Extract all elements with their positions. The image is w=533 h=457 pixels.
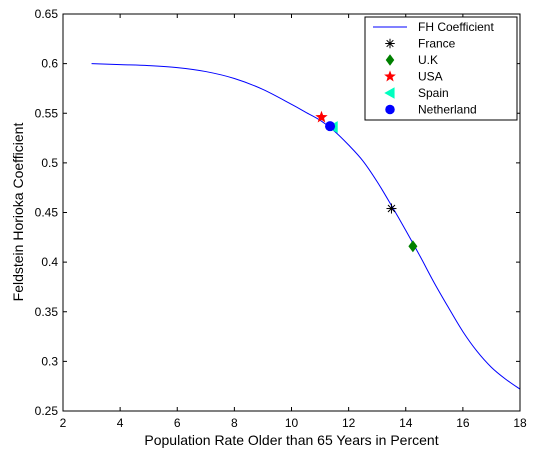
x-tick-label: 2 [60,416,67,430]
y-tick-label: 0.45 [35,206,59,220]
x-axis-title: Population Rate Older than 65 Years in P… [144,432,438,448]
legend-label: Spain [418,86,449,100]
legend-box [364,16,518,121]
legend-marker-swatch [385,104,395,115]
marker-netherland [325,121,336,132]
legend-entry: Spain [384,86,449,100]
legend-entry: Netherland [385,103,477,117]
x-tick-label: 4 [117,416,124,430]
y-tick-label: 0.25 [35,404,59,418]
x-tick-label: 6 [174,416,181,430]
y-tick-label: 0.65 [35,7,59,21]
legend-entry: USA [384,70,443,84]
legend-label: USA [418,70,443,84]
x-tick-label: 16 [456,416,470,430]
x-tick-label: 14 [399,416,413,430]
legend-marker-swatch [385,54,395,66]
y-tick-label: 0.3 [41,354,58,368]
plot-content [91,63,521,390]
x-axis: 2 4 6 8 10 12 14 16 18 [60,14,527,430]
legend-label: France [418,37,456,51]
x-tick-label: 10 [285,416,299,430]
y-tick-label: 0.5 [41,156,58,170]
legend-entry: FH Coefficient [373,20,494,34]
x-tick-label: 8 [231,416,238,430]
asterisk-stroke [387,204,396,213]
marker-u-k [408,240,418,253]
y-tick-label: 0.35 [35,305,59,319]
y-axis-title: Feldstein Horioka Coefficient [10,123,26,302]
x-tick-label: 18 [513,416,527,430]
y-tick-label: 0.55 [35,106,59,120]
fh-coefficient-line [91,63,521,390]
legend-label: U.K [418,53,438,67]
marker-france [386,203,397,214]
marker-usa [315,110,328,123]
legend-label: FH Coefficient [418,20,494,34]
asterisk-stroke [386,39,394,48]
legend: FH Coefficient France U.K USA Spain Netherlan… [364,16,518,121]
y-tick-label: 0.4 [41,255,58,269]
plot-frame [62,13,521,412]
legend-entry: France [385,37,456,51]
y-axis: 0.25 0.3 0.35 0.4 0.45 0.5 0.55 0.6 0.65 [35,7,520,418]
legend-label: Netherland [418,103,477,117]
legend-marker-swatch [384,70,396,82]
y-tick-label: 0.6 [41,57,58,71]
legend-marker-swatch [385,38,395,49]
legend-marker-swatch [384,87,395,99]
legend-entry: U.K [385,53,438,67]
x-tick-label: 12 [342,416,356,430]
